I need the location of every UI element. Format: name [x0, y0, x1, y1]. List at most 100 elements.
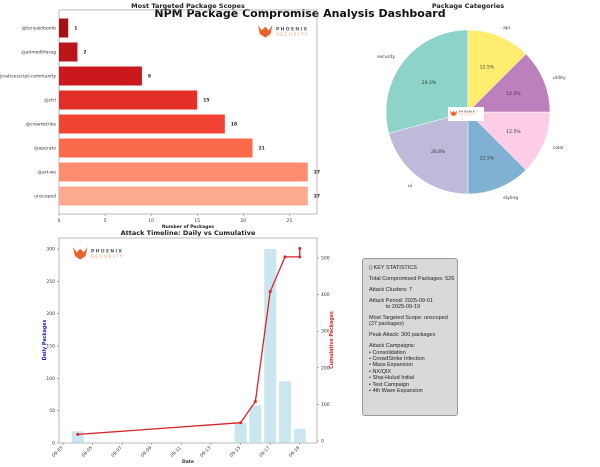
x-tick-label: 09-19 [288, 445, 302, 459]
x-tick-label: 0 [58, 218, 61, 224]
cumulative-point-0 [76, 432, 80, 436]
bar-value-label: 27 [314, 194, 320, 200]
cumulative-point-2 [253, 399, 257, 403]
timeline-xlabel: Date [182, 459, 194, 465]
x-tick-label: 09-09 [140, 445, 154, 459]
x-tick-label: 09-15 [229, 445, 243, 459]
pie-pct-label: 29.2% [422, 80, 437, 86]
bar-7 [59, 186, 308, 206]
pie-pct-label: 20.8% [431, 149, 446, 155]
y-left-tick-label: 50 [49, 408, 55, 414]
cumulative-point-3 [268, 290, 272, 294]
bar-1 [59, 42, 78, 62]
cumulative-point-5 [298, 255, 302, 259]
x-tick-label: 09-17 [258, 445, 272, 459]
bar-chart-axes [58, 9, 318, 215]
daily-bar-09-15 [234, 422, 247, 443]
y-left-tick-label: 0 [52, 441, 55, 447]
bar-category-label: @crowdstrike [26, 122, 57, 128]
stats-period: Attack Period: 2025-09-01 to 2025-09-19 [369, 297, 433, 311]
bar-5 [59, 138, 253, 158]
x-tick-label: 20 [240, 218, 246, 224]
bar-value-label: 1 [74, 26, 77, 32]
logo-text: PHOENIX [459, 111, 475, 114]
timeline-ylabel-right: Cumulative Packages [329, 311, 335, 369]
pie-label: api [503, 25, 510, 31]
x-tick-label: 09-05 [81, 445, 95, 459]
bar-category-label: @ahmedhfarag [21, 50, 56, 56]
phoenix-logo-mark [450, 110, 458, 117]
daily-bar-09-19 [293, 428, 306, 443]
timeline-title: Attack Timeline: Daily vs Cumulative [121, 229, 256, 237]
daily-bar-09-16 [249, 405, 262, 443]
y-right-tick-label: 400 [321, 292, 330, 298]
y-right-tick-label: 500 [321, 256, 330, 262]
bar-value-label: 18 [231, 122, 237, 128]
logo-text: PHOENIX [276, 26, 308, 32]
bar-category-label: unscoped [34, 194, 56, 200]
y-left-tick-label: 250 [46, 279, 55, 285]
y-right-tick-label: 300 [321, 329, 330, 335]
timeline-axes [58, 237, 318, 444]
bar-4 [59, 114, 225, 134]
cumulative-point-1 [239, 421, 243, 425]
pie-label: ui [408, 183, 412, 189]
x-tick-label: 15 [194, 218, 200, 224]
x-tick-label: 09-11 [169, 445, 183, 459]
logo-text: PHOENIX [91, 248, 123, 254]
pie-label: utility [553, 75, 566, 81]
pie-slice-api [467, 29, 527, 113]
pie-slice-utility [467, 53, 551, 113]
x-tick-label: 5 [104, 218, 107, 224]
logo-text: SECURITY [276, 32, 309, 38]
bar-0 [59, 18, 69, 38]
stats-campaigns: Attack Campaigns: • Consolidation • Crow… [369, 343, 425, 395]
bar-value-label: 15 [203, 98, 209, 104]
pie-pct-label: 12.5% [480, 65, 495, 71]
bar-6 [59, 162, 308, 182]
x-tick-label: 09-13 [199, 445, 213, 459]
x-tick-label: 09-07 [110, 445, 124, 459]
logo-text: SECURITY [459, 113, 475, 116]
pie-pct-label: 12.5% [506, 129, 521, 135]
phoenix-logo-mark [73, 247, 88, 260]
pie-label: styling [503, 195, 518, 201]
bar-3 [59, 90, 198, 110]
pie-slice-security [385, 29, 469, 134]
pie-slice-styling [467, 111, 527, 195]
y-left-tick-label: 200 [46, 311, 55, 317]
bar-value-label: 2 [83, 50, 86, 56]
daily-bar-09-18 [279, 381, 291, 443]
pie-slice-color [467, 111, 551, 171]
cumulative-point-4 [283, 255, 287, 259]
pie-label: color [553, 145, 564, 151]
daily-bar-09-04 [71, 431, 84, 443]
bar-category-label: @ctrl [44, 98, 56, 104]
y-left-tick-label: 300 [46, 247, 55, 253]
y-right-tick-label: 0 [321, 439, 324, 445]
stats-peak: Peak Attack: 300 packages [369, 332, 436, 339]
timeline-ylabel-left: Daily Packages [42, 319, 48, 360]
bar-category-label: @operato [34, 146, 56, 152]
bar-chart-xlabel: Number of Packages [162, 224, 215, 230]
x-tick-label: 25 [286, 218, 292, 224]
bar-2 [59, 66, 142, 86]
x-tick-label: 09-03 [51, 445, 65, 459]
y-right-tick-label: 100 [321, 402, 330, 408]
daily-bar-09-17 [264, 249, 277, 443]
pie-label: security [377, 54, 395, 60]
cumulative-point-6 [298, 246, 302, 250]
x-tick-label: 10 [148, 218, 154, 224]
bar-value-label: 9 [148, 74, 151, 80]
stats-total: Total Compromised Packages: 526 [369, 275, 455, 282]
stats-heading: ▯ KEY STATISTICS [369, 265, 417, 271]
y-right-tick-label: 200 [321, 365, 330, 371]
y-left-tick-label: 100 [46, 376, 55, 382]
bar-category-label: @art-ws [37, 170, 56, 176]
stats-scope: Most Targeted Scope: unscoped (27 packag… [369, 315, 448, 328]
